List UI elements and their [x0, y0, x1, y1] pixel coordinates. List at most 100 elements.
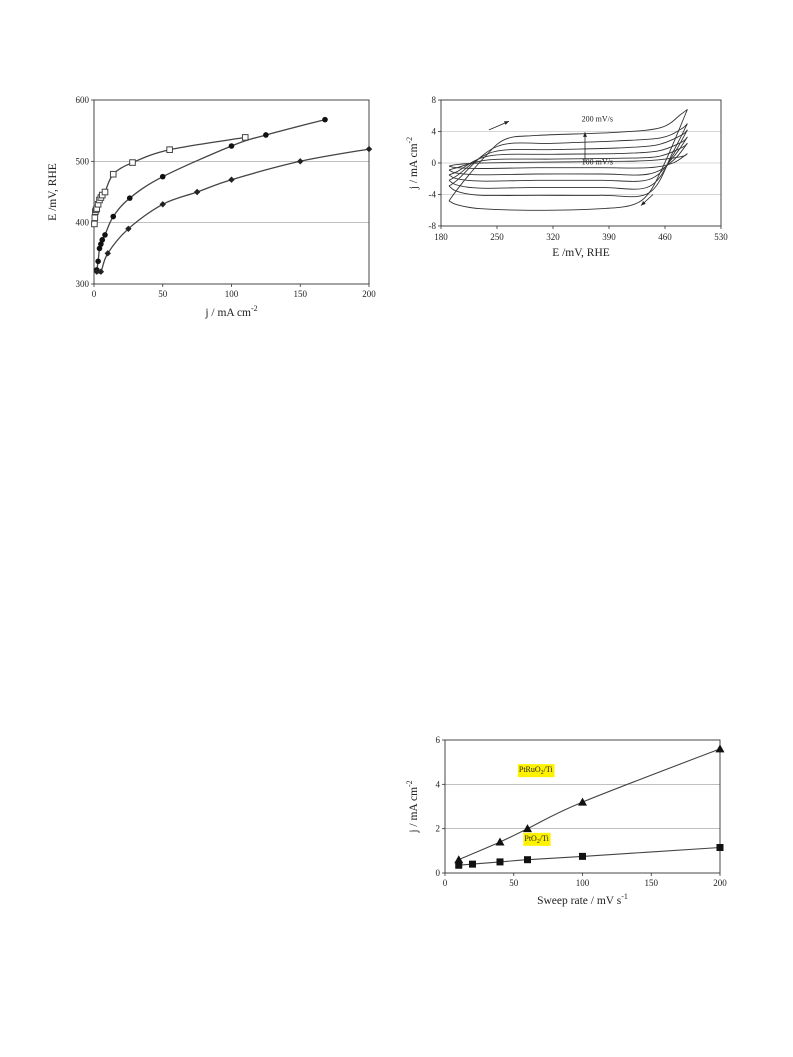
data-point: [322, 116, 328, 123]
x-tick-label: 100: [576, 878, 590, 888]
data-point: [523, 824, 532, 833]
data-point: [455, 861, 463, 869]
x-tick-label: 200: [362, 289, 376, 299]
data-point: [166, 146, 173, 153]
data-point: [95, 258, 101, 265]
data-point: [193, 188, 201, 196]
series-label-highlight: [523, 832, 551, 846]
data-point: [263, 132, 269, 138]
data-point: [716, 844, 724, 852]
data-point: [297, 158, 304, 165]
data-point: [98, 241, 104, 247]
polarization-chart: 0 50 100 150 200 300 400 500 600 j / mA cm-2 E /mV…: [40, 90, 390, 330]
data-point: [228, 143, 235, 149]
annotation-200mVs: 200 mV/s: [582, 114, 613, 123]
data-point: [102, 232, 108, 238]
x-tick-label: 0: [443, 878, 448, 888]
cyclic-voltammogram-svg: 180 250 320 390 460 530 8 4 0 -4 -8 E /mV, RHE j / m…: [405, 95, 728, 259]
data-point: [496, 858, 504, 866]
data-point: [159, 201, 166, 208]
cv-cathodic-scan: [448, 129, 688, 190]
data-point: [104, 250, 111, 257]
series-label-0: PtRuO2/Ti: [517, 764, 555, 778]
x-axis-label: Sweep rate / mV s-1: [537, 892, 628, 907]
y-tick-label: 6: [436, 735, 441, 745]
x-tick-label: 100: [225, 289, 239, 299]
data-point: [96, 245, 103, 252]
x-tick-label: 0: [92, 289, 97, 299]
data-point: [101, 188, 109, 196]
data-point: [365, 145, 373, 153]
y-tick-label: 500: [76, 156, 90, 166]
data-point: [129, 159, 136, 166]
cv-anodic-scan: [448, 136, 688, 176]
data-point: [454, 855, 464, 864]
y-tick-label: 2: [436, 824, 441, 834]
y-tick-label: 0: [432, 158, 437, 168]
data-point: [495, 837, 505, 846]
data-point: [99, 237, 106, 243]
y-tick-label: 400: [76, 218, 90, 228]
y-axis-label: j / mA cm-2: [405, 780, 420, 833]
y-tick-label: -8: [429, 221, 437, 231]
polarization-chart-svg: 0 50 100 150 200 300 400 500 600 j / mA cm-2 E /mV…: [47, 95, 376, 319]
data-point: [109, 170, 117, 178]
x-tick-label: 150: [645, 878, 659, 888]
x-tick-label: 320: [546, 232, 560, 242]
series-label-text: PtRuO2/Ti: [519, 765, 554, 776]
data-point: [578, 797, 587, 806]
data-point: [159, 173, 166, 180]
data-point: [93, 268, 100, 275]
x-tick-label: 50: [158, 289, 168, 299]
data-point: [241, 134, 249, 141]
scan-rate-arrow-head: [583, 132, 587, 137]
data-point: [125, 225, 132, 232]
x-tick-label: 50: [509, 878, 519, 888]
y-axis-label: j / mA cm-2: [405, 137, 420, 190]
x-axis-label: j / mA cm-2: [204, 304, 257, 319]
y-tick-label: 4: [432, 127, 437, 137]
series-line: [458, 748, 721, 861]
cv-anodic-scan: [448, 153, 688, 167]
data-point: [228, 176, 235, 183]
cv-anodic-scan: [448, 142, 688, 171]
x-tick-label: 530: [714, 232, 728, 242]
x-tick-label: 460: [658, 232, 672, 242]
data-point: [126, 195, 133, 201]
annotation-100mVs: 100 mV/s: [582, 158, 613, 167]
data-point: [715, 744, 725, 753]
x-tick-label: 250: [490, 232, 504, 242]
cathodic-direction-arrow-head: [641, 200, 646, 206]
data-point: [579, 852, 586, 860]
plot-frame: [93, 99, 370, 285]
x-axis-label: E /mV, RHE: [552, 247, 610, 259]
cv-cathodic-scan: [448, 143, 688, 176]
x-tick-label: 200: [713, 878, 727, 888]
data-point: [110, 213, 117, 220]
y-tick-label: 0: [436, 868, 441, 878]
data-point: [524, 856, 531, 864]
series-line: [96, 148, 370, 274]
x-tick-label: 150: [294, 289, 308, 299]
y-tick-label: 4: [436, 779, 441, 789]
series-label-1: PtO2/Ti: [523, 832, 551, 846]
data-point: [469, 860, 476, 868]
sweep-rate-chart: 0 50 100 150 200 0 2 4 6 Sweep rate / mV s-1 j / m…: [395, 730, 740, 915]
series-label-highlight: [517, 764, 555, 778]
x-tick-label: 390: [602, 232, 616, 242]
data-point: [91, 220, 98, 228]
data-point: [97, 268, 105, 275]
cv-anodic-scan: [448, 109, 688, 202]
series-label-text: PtO2/Ti: [524, 834, 549, 845]
y-axis-label: E /mV, RHE: [47, 163, 59, 221]
data-point: [91, 214, 99, 222]
y-tick-label: 8: [432, 95, 437, 105]
y-tick-label: 600: [76, 95, 90, 105]
sweep-rate-chart-svg: 0 50 100 150 200 0 2 4 6 Sweep rate / mV s-1 j / m…: [405, 735, 727, 907]
cv-cathodic-scan: [448, 109, 688, 211]
y-tick-label: 300: [76, 279, 90, 289]
cyclic-voltammogram-chart: 180 250 320 390 460 530 8 4 0 -4 -8 E /mV, RHE j / m…: [405, 90, 735, 270]
cv-cathodic-scan: [448, 153, 688, 169]
cv-anodic-scan: [448, 129, 688, 181]
x-tick-label: 180: [434, 232, 448, 242]
